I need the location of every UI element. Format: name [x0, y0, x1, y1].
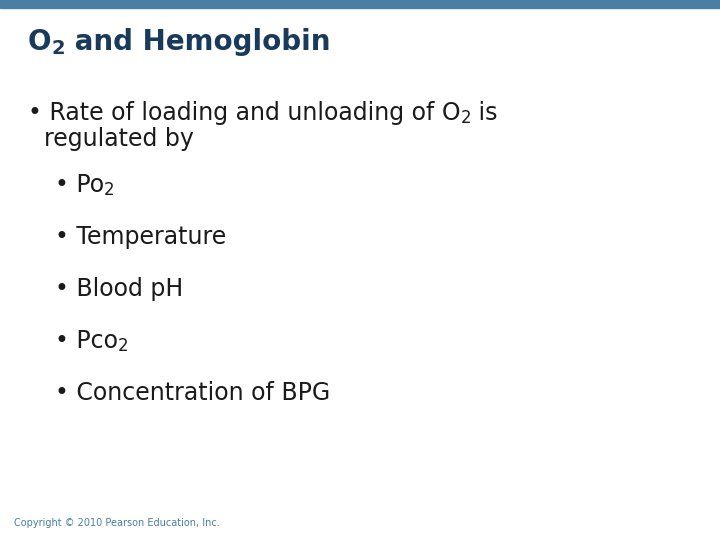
- Text: • Temperature: • Temperature: [55, 225, 226, 249]
- Text: • Po: • Po: [55, 173, 104, 197]
- Text: • Concentration of BPG: • Concentration of BPG: [55, 381, 330, 405]
- Text: regulated by: regulated by: [44, 127, 194, 151]
- Text: 2: 2: [461, 109, 471, 127]
- Bar: [0, 0, 720, 8]
- Text: 2: 2: [118, 337, 128, 355]
- Text: Copyright © 2010 Pearson Education, Inc.: Copyright © 2010 Pearson Education, Inc.: [14, 518, 220, 528]
- Text: • Rate of loading and unloading of O: • Rate of loading and unloading of O: [28, 101, 461, 125]
- Text: and Hemoglobin: and Hemoglobin: [65, 28, 330, 56]
- Text: O: O: [28, 28, 52, 56]
- Text: • Blood pH: • Blood pH: [55, 277, 184, 301]
- Text: • Pco: • Pco: [55, 329, 118, 353]
- Text: 2: 2: [52, 38, 65, 58]
- Text: 2: 2: [104, 181, 114, 199]
- Text: is: is: [471, 101, 498, 125]
